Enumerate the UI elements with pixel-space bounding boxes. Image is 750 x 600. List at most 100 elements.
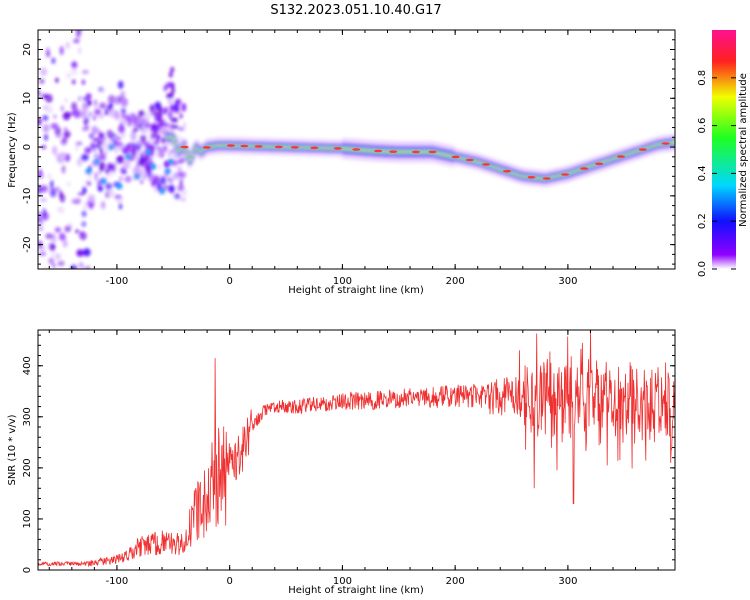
noise-blob: [40, 67, 48, 77]
ridge-peak: [389, 150, 398, 153]
noise-blob: [150, 126, 154, 133]
noise-blob: [71, 61, 78, 69]
ridge-peaks: [180, 142, 670, 180]
noise-blob: [45, 105, 54, 114]
noise-blob: [67, 72, 71, 79]
noise-blob: [166, 93, 171, 99]
colorbar-tick-label: 0.8: [697, 70, 708, 86]
noise-blob: [50, 179, 54, 189]
noise-blob: [121, 112, 125, 118]
noise-blob: [166, 169, 170, 173]
noise-blob: [167, 110, 173, 120]
noise-blob: [61, 164, 66, 174]
noise-blob: [170, 66, 175, 73]
noise-blob: [77, 192, 85, 196]
noise-blob: [45, 233, 53, 240]
noise-blob: [105, 169, 110, 174]
ridge-peak: [254, 145, 263, 148]
noise-blob: [119, 202, 122, 210]
noise-blob: [38, 185, 42, 195]
ridge-peak: [482, 163, 490, 166]
noise-blob: [123, 169, 127, 174]
noise-blob: [80, 110, 87, 118]
y-tick-label: -10: [22, 188, 33, 204]
noise-blob: [121, 98, 126, 107]
figure-title: S132.2023.051.10.40.G17: [270, 3, 441, 18]
noise-blob: [98, 102, 107, 109]
noise-blob: [75, 229, 79, 234]
noise-blob: [63, 130, 71, 138]
ridge-peak: [202, 146, 211, 149]
x-tick-label: -100: [106, 576, 129, 587]
ridge-peak: [451, 155, 460, 159]
noise-blob: [39, 241, 43, 251]
noise-blob: [124, 175, 132, 183]
ridge-peak: [411, 150, 420, 154]
ridge-peak: [542, 177, 551, 180]
noise-blob: [59, 271, 66, 275]
ridge-peak: [240, 144, 249, 148]
noise-blob: [73, 38, 80, 44]
colorbar-tick-label: 0.4: [697, 165, 708, 181]
ridge-peak: [527, 176, 536, 179]
noise-blob: [81, 221, 87, 227]
noise-blob: [160, 147, 166, 155]
noise-blob: [151, 132, 156, 139]
noise-blob: [40, 185, 48, 193]
noise-blob: [170, 117, 178, 123]
noise-blob: [63, 127, 68, 132]
noise-blob: [87, 111, 93, 118]
noise-blob: [174, 99, 181, 107]
spectrogram-frame: [37, 29, 676, 270]
noise-blob: [137, 157, 143, 167]
ridge-peak: [617, 155, 625, 158]
noise-blob: [179, 113, 183, 119]
noise-blob: [47, 173, 51, 180]
ridge-peak: [352, 148, 361, 151]
noise-blob: [114, 194, 122, 199]
noise-blob: [64, 225, 72, 233]
noise-blob: [135, 161, 139, 172]
snr-ticks: -100 0 100 200 300 0 100 200 300 400: [22, 330, 675, 587]
noise-blob: [59, 190, 63, 200]
ridge-peak: [465, 158, 474, 162]
noise-blob: [65, 41, 70, 50]
ridge-peak: [290, 146, 299, 149]
noise-blob: [170, 82, 175, 89]
colorbar-ticks: 0.0 0.2 0.4 0.6 0.8: [697, 70, 736, 277]
snr-x-label: Height of straight line (km): [288, 585, 424, 596]
noise-blob: [114, 141, 123, 147]
noise-blob: [114, 135, 122, 142]
noise-blob: [95, 160, 99, 164]
noise-blob: [55, 77, 59, 83]
noise-blob: [75, 30, 82, 34]
noise-blob: [105, 182, 113, 191]
colorbar-tick-label: 0.6: [697, 118, 708, 134]
noise-blob: [38, 169, 43, 177]
noise-blob: [135, 174, 139, 178]
noise-blob: [181, 103, 187, 112]
noise-blob: [39, 92, 44, 100]
noise-blob: [87, 181, 91, 186]
noise-blob: [100, 136, 107, 142]
noise-blob: [62, 111, 71, 121]
noise-blob: [52, 22, 57, 29]
noise-blob: [107, 94, 116, 105]
noise-blob: [115, 145, 121, 152]
noise-blob: [38, 218, 44, 227]
noise-blob: [117, 184, 121, 188]
noise-blob: [72, 108, 81, 116]
noise-blob: [131, 148, 136, 157]
noise-blob: [41, 145, 46, 150]
noise-blob: [43, 269, 47, 278]
noise-blob: [144, 111, 153, 119]
noise-blob: [90, 144, 98, 149]
noise-blob: [168, 184, 175, 194]
noise-blob: [100, 143, 107, 149]
noise-blob: [84, 147, 92, 154]
noise-blob: [118, 80, 124, 90]
noise-blob: [182, 121, 187, 130]
noise-blob: [79, 30, 82, 31]
noise-blob: [86, 99, 93, 106]
noise-blob: [42, 208, 46, 218]
